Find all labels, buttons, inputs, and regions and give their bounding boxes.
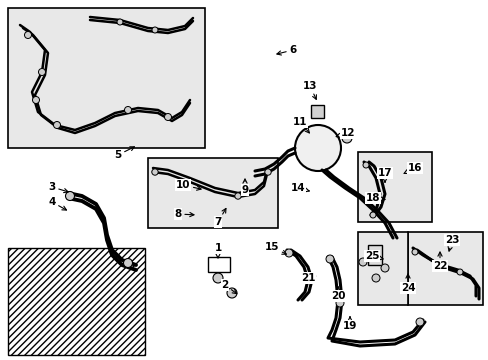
Circle shape (456, 269, 462, 275)
Text: 17: 17 (377, 168, 391, 182)
Bar (310, 105, 324, 118)
Text: 20: 20 (330, 287, 345, 301)
Circle shape (411, 249, 417, 255)
Circle shape (341, 133, 351, 143)
Text: 15: 15 (264, 242, 286, 254)
Bar (357, 232, 407, 305)
Text: 14: 14 (290, 183, 308, 193)
Bar (357, 152, 431, 222)
Text: 10: 10 (175, 180, 201, 190)
Text: 6: 6 (276, 45, 296, 55)
Text: 4: 4 (48, 197, 66, 210)
Text: 19: 19 (342, 317, 356, 331)
Text: 22: 22 (432, 252, 447, 271)
Text: 24: 24 (400, 274, 414, 293)
Bar (148, 158, 278, 228)
Text: 23: 23 (444, 235, 458, 251)
Text: 25: 25 (364, 251, 383, 261)
Circle shape (39, 68, 45, 76)
Circle shape (24, 32, 31, 39)
Text: 12: 12 (335, 128, 354, 138)
Circle shape (314, 109, 320, 115)
Circle shape (123, 258, 132, 267)
Text: 1: 1 (214, 243, 221, 258)
Bar (8, 248, 145, 355)
Text: 11: 11 (292, 117, 309, 133)
Text: 16: 16 (403, 163, 421, 174)
Circle shape (117, 19, 123, 25)
Circle shape (285, 249, 292, 257)
Circle shape (369, 212, 375, 218)
Circle shape (380, 264, 388, 272)
Circle shape (415, 318, 423, 326)
Circle shape (335, 299, 343, 307)
Bar (407, 232, 482, 305)
Circle shape (152, 27, 158, 33)
Circle shape (358, 258, 366, 266)
Bar (8, 8, 204, 148)
Bar (367, 245, 381, 265)
Circle shape (234, 193, 241, 199)
Bar (207, 257, 229, 272)
Text: 8: 8 (174, 209, 194, 219)
Circle shape (124, 107, 131, 113)
Circle shape (264, 169, 271, 175)
Text: 2: 2 (221, 280, 236, 294)
Text: 18: 18 (365, 193, 384, 203)
Circle shape (226, 288, 237, 298)
Circle shape (294, 125, 340, 171)
Text: 5: 5 (114, 147, 134, 160)
Circle shape (151, 169, 158, 175)
Circle shape (32, 96, 40, 104)
Circle shape (371, 274, 379, 282)
Circle shape (362, 162, 368, 168)
Circle shape (325, 255, 333, 263)
Circle shape (213, 273, 223, 283)
Text: 13: 13 (302, 81, 317, 99)
Text: 21: 21 (300, 273, 315, 283)
Circle shape (53, 122, 61, 129)
Text: 9: 9 (241, 179, 248, 195)
Text: 7: 7 (214, 208, 225, 227)
Circle shape (164, 113, 171, 121)
Text: 3: 3 (48, 182, 68, 193)
Circle shape (65, 192, 74, 201)
